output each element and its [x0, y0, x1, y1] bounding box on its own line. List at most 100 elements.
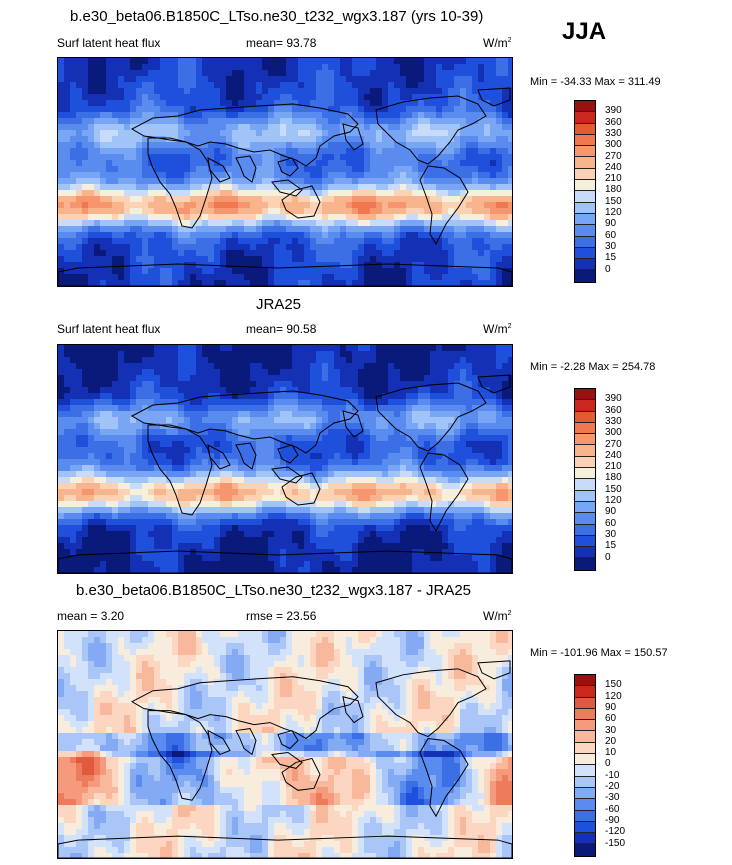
- field-cell: [418, 447, 425, 454]
- field-cell: [436, 417, 443, 424]
- field-cell: [472, 489, 479, 496]
- field-cell: [118, 363, 125, 370]
- colorbar-tick-label: 210: [605, 173, 622, 185]
- field-cell: [82, 381, 89, 388]
- field-cell: [244, 405, 251, 412]
- field-cell: [394, 124, 401, 131]
- field-cell: [460, 208, 467, 215]
- field-cell: [220, 280, 227, 286]
- field-cell: [100, 184, 107, 191]
- field-cell: [166, 238, 173, 245]
- field-cell: [484, 411, 491, 418]
- field-cell: [172, 411, 179, 418]
- field-cell: [106, 64, 113, 71]
- field-cell: [508, 477, 512, 484]
- field-cell: [466, 280, 473, 286]
- field-cell: [394, 423, 401, 430]
- field-cell: [298, 453, 305, 460]
- field-cell: [310, 184, 317, 191]
- field-cell: [388, 375, 395, 382]
- field-cell: [478, 495, 485, 502]
- field-cell: [172, 82, 179, 89]
- field-cell: [436, 280, 443, 286]
- field-cell: [238, 351, 245, 358]
- field-cell: [184, 471, 191, 478]
- field-cell: [460, 250, 467, 257]
- field-cell: [94, 118, 101, 125]
- field-cell: [250, 441, 257, 448]
- field-cell: [388, 489, 395, 496]
- colorbar-box: [575, 146, 595, 158]
- field-cell: [454, 118, 461, 125]
- field-cell: [436, 106, 443, 113]
- field-cell: [106, 363, 113, 370]
- field-cell: [196, 232, 203, 239]
- field-cell: [58, 256, 65, 263]
- field-cell: [166, 130, 173, 137]
- field-cell: [220, 76, 227, 83]
- field-cell: [418, 82, 425, 89]
- field-cell: [430, 100, 437, 107]
- field-cell: [124, 202, 131, 209]
- field-cell: [148, 375, 155, 382]
- field-cell: [454, 136, 461, 143]
- field-cell: [292, 190, 299, 197]
- field-cell: [148, 238, 155, 245]
- field-cell: [352, 423, 359, 430]
- field-cell: [148, 226, 155, 233]
- field-cell: [430, 280, 437, 286]
- field-cell: [406, 369, 413, 376]
- field-cell: [214, 118, 221, 125]
- field-cell: [244, 387, 251, 394]
- field-cell: [130, 256, 137, 263]
- field-cell: [316, 226, 323, 233]
- field-cell: [178, 76, 185, 83]
- field-cell: [262, 226, 269, 233]
- field-cell: [136, 501, 143, 508]
- field-cell: [304, 483, 311, 490]
- field-cell: [244, 160, 251, 167]
- field-cell: [490, 447, 497, 454]
- field-cell: [496, 381, 503, 388]
- field-cell: [322, 411, 329, 418]
- field-cell: [136, 58, 143, 65]
- field-cell: [472, 471, 479, 478]
- field-cell: [124, 262, 131, 269]
- field-cell: [232, 160, 239, 167]
- field-cell: [508, 178, 512, 185]
- field-cell: [412, 184, 419, 191]
- field-cell: [310, 142, 317, 149]
- field-cell: [106, 423, 113, 430]
- field-cell: [496, 124, 503, 131]
- field-cell: [364, 375, 371, 382]
- field-cell: [286, 483, 293, 490]
- field-cell: [118, 429, 125, 436]
- field-cell: [112, 208, 119, 215]
- field-cell: [214, 405, 221, 412]
- field-cell: [172, 160, 179, 167]
- field-cell: [244, 136, 251, 143]
- field-cell: [112, 88, 119, 95]
- field-cell: [424, 477, 431, 484]
- panel-1-variable: Surf latent heat flux: [57, 36, 161, 50]
- field-cell: [334, 208, 341, 215]
- field-cell: [232, 202, 239, 209]
- field-cell: [472, 76, 479, 83]
- field-cell: [286, 196, 293, 203]
- field-cell: [370, 244, 377, 251]
- field-cell: [124, 178, 131, 185]
- field-cell: [112, 453, 119, 460]
- field-cell: [412, 202, 419, 209]
- field-cell: [328, 244, 335, 251]
- field-cell: [484, 357, 491, 364]
- field-cell: [142, 280, 149, 286]
- field-cell: [418, 489, 425, 496]
- field-cell: [364, 441, 371, 448]
- field-cell: [460, 399, 467, 406]
- field-cell: [286, 232, 293, 239]
- field-cell: [190, 441, 197, 448]
- field-cell: [334, 345, 341, 352]
- field-cell: [88, 178, 95, 185]
- field-cell: [70, 148, 77, 155]
- field-cell: [316, 369, 323, 376]
